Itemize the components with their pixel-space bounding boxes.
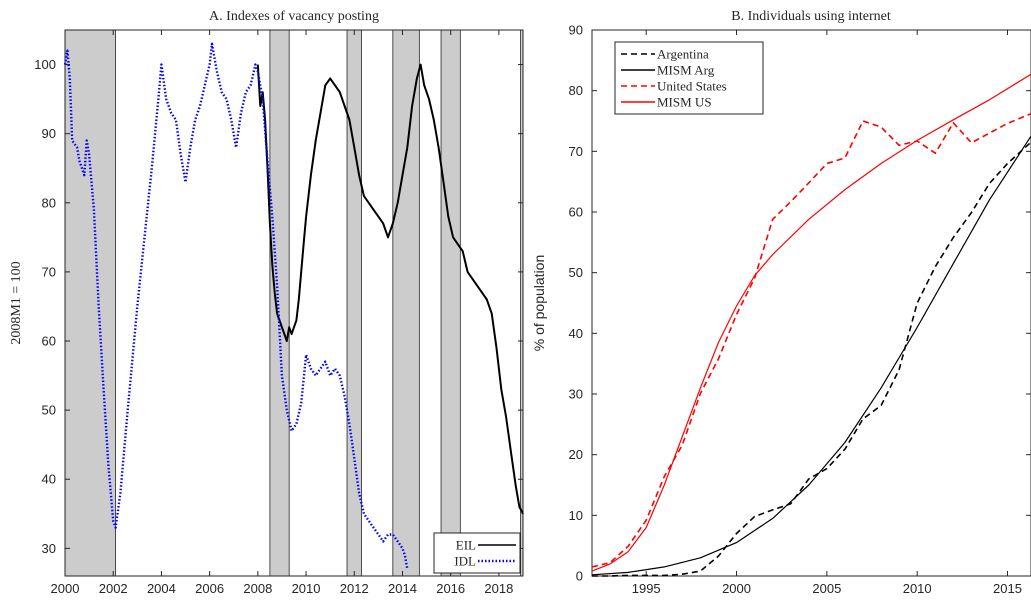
legend-label: MISM Arg	[657, 63, 715, 78]
panel-b-axes-box	[591, 29, 1031, 577]
y-tick-label: 30	[569, 387, 583, 402]
x-tick-label: 2015	[993, 581, 1022, 596]
y-tick-label: 80	[569, 83, 583, 98]
series-line-eil	[256, 63, 524, 515]
x-tick-label: 2012	[340, 581, 369, 596]
y-tick-label: 60	[569, 205, 583, 220]
series-line-argentina	[592, 141, 1031, 577]
x-tick-label: 2010	[903, 581, 932, 596]
panel-b-title: B. Individuals using internet	[731, 9, 891, 24]
panel-a-y-axis-label: 2008M1 = 100	[9, 261, 24, 344]
x-tick-label: 2000	[722, 581, 751, 596]
x-tick-label: 2000	[51, 581, 80, 596]
panel-b-internet-use: B. Individuals using internet 1995 2000 20…	[531, 9, 1031, 596]
legend-label: MISM US	[657, 95, 712, 110]
x-tick-label: 2018	[484, 581, 513, 596]
panel-a-vacancy-posting: A. Indexes of vacancy posting 2000 2002 20…	[9, 9, 524, 596]
panel-b-y-axis-label: % of population	[531, 255, 547, 352]
recession-band-4	[440, 29, 461, 577]
legend-label: EIL	[456, 538, 476, 553]
y-tick-label: 50	[569, 265, 583, 280]
x-tick-label: 2005	[812, 581, 841, 596]
x-tick-label: 2016	[436, 581, 465, 596]
panel-b-ticks: 1995 2000 2005 2010 2015 0 10 20 30 40 50 60 70 80 90	[569, 23, 1031, 596]
panel-a-ticks: 2000 2002 2004 2006 2008 2010 2012 2014 2016 2018…	[34, 30, 523, 596]
panel-a-axes-box	[64, 29, 524, 577]
panel-b-series-lines	[591, 73, 1031, 577]
y-tick-label: 40	[569, 326, 583, 341]
y-tick-label: 10	[569, 508, 583, 523]
legend-label: Argentina	[657, 47, 709, 62]
y-tick-label: 80	[42, 195, 56, 210]
y-tick-label: 20	[569, 447, 583, 462]
y-tick-label: 70	[42, 264, 56, 279]
panel-a-series-lines	[63, 42, 524, 570]
y-tick-label: 50	[42, 403, 56, 418]
y-tick-label: 30	[42, 541, 56, 556]
legend-label: IDL	[454, 554, 476, 569]
series-line-united-states	[591, 112, 1031, 568]
y-tick-label: 100	[34, 57, 56, 72]
x-tick-label: 1995	[632, 581, 661, 596]
legend-box	[433, 532, 521, 574]
series-line-idl	[63, 42, 409, 570]
legend-label: United States	[657, 79, 727, 94]
x-tick-label: 2008	[243, 581, 272, 596]
series-line-mism-arg	[591, 135, 1031, 576]
y-tick-label: 90	[569, 23, 583, 38]
x-tick-label: 2014	[388, 581, 417, 596]
panel-a-recession-bands	[64, 29, 524, 577]
series-line-mism-us	[591, 73, 1031, 572]
x-tick-label: 2010	[292, 581, 321, 596]
y-tick-label: 70	[569, 144, 583, 159]
x-tick-label: 2004	[147, 581, 176, 596]
x-tick-label: 2006	[195, 581, 224, 596]
y-tick-label: 60	[42, 334, 56, 349]
recession-band-1	[269, 29, 290, 577]
recession-band-0	[64, 29, 117, 577]
panel-a-title: A. Indexes of vacancy posting	[209, 9, 379, 24]
x-tick-label: 2002	[99, 581, 128, 596]
y-tick-label: 0	[576, 569, 583, 584]
y-tick-label: 40	[42, 472, 56, 487]
recession-band-2	[346, 29, 362, 577]
recession-band-3	[392, 29, 420, 577]
y-tick-label: 90	[42, 126, 56, 141]
